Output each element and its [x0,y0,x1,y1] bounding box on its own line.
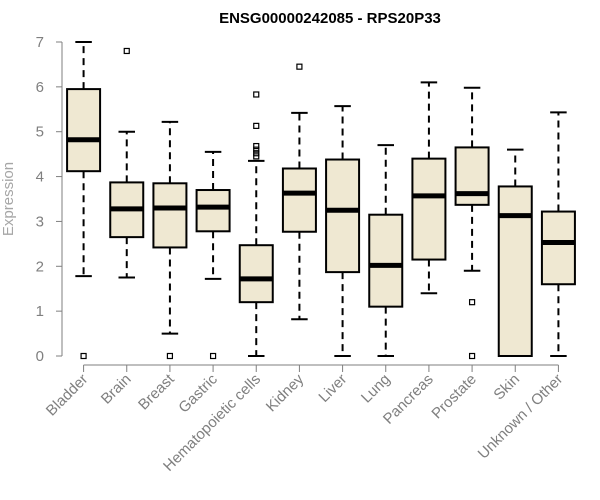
outlier-point-4 [253,122,260,129]
y-axis-label: Expression [0,162,17,236]
box-iqr [454,146,490,206]
outlier-point-1 [253,150,260,157]
x-tick-label-6: Liver [315,371,350,406]
x-tick-label-7: Lung [358,371,394,407]
x-tick-label-9: Prostate [428,371,480,423]
outlier-point-0 [209,352,217,360]
box-group-5 [281,63,317,321]
box-iqr [411,157,447,261]
chart-title: ENSG00000242085 - RPS20P33 [219,10,441,27]
outlier-point-0 [468,299,476,306]
outlier-point-0 [80,352,87,360]
boxes-layer [66,41,576,360]
y-tick-label-3: 3 [36,213,44,230]
outlier-point-2 [253,146,260,153]
x-tick-label-1: Brain [98,371,135,408]
outlier-point-0 [253,153,260,160]
outlier-point-0 [166,352,174,360]
outlier-point-0 [296,63,303,70]
box-iqr [497,185,533,357]
box-group-4 [238,91,274,357]
box-iqr [540,210,576,286]
y-tick-label-0: 0 [36,348,44,365]
y-tick-label-1: 1 [36,303,44,320]
outlier-point-3 [253,142,260,150]
box-group-2 [152,120,188,360]
box-group-3 [195,150,231,360]
outlier-point-1 [468,352,476,360]
x-tick-label-5: Kidney [263,370,308,415]
box-iqr [368,213,404,308]
box-iqr [152,182,188,249]
y-tick-label-5: 5 [36,124,44,141]
box-iqr [195,189,231,233]
box-group-9 [454,86,490,360]
box-group-6 [325,105,361,357]
box-iqr [66,88,102,173]
box-group-10 [497,148,533,357]
x-tick-label-2: Breast [135,370,178,413]
y-tick-label-2: 2 [36,258,44,275]
x-tick-label-10: Skin [490,371,523,404]
y-tick-label-6: 6 [36,79,44,96]
box-group-8 [411,81,447,295]
outlier-point-5 [253,91,260,98]
box-group-7 [368,144,404,357]
outlier-point-0 [123,47,130,55]
box-iqr [281,167,317,233]
box-iqr [325,158,361,274]
box-group-0 [66,41,102,360]
y-tick-label-4: 4 [36,169,44,186]
y-tick-label-7: 7 [36,34,44,51]
box-iqr [238,244,274,304]
box-group-1 [109,47,145,279]
x-tick-label-0: Bladder [43,371,92,420]
box-group-11 [540,111,576,357]
